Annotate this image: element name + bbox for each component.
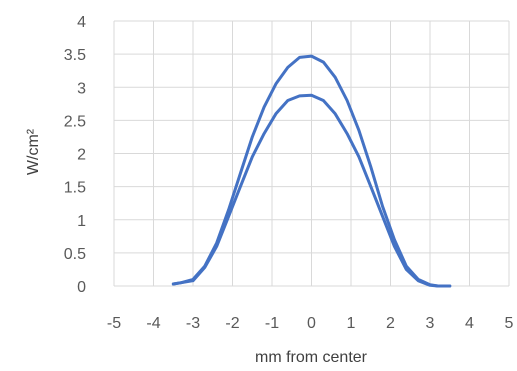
- y-tick-label: 4: [77, 14, 86, 31]
- y-tick-label: 0: [77, 279, 86, 296]
- x-tick-label: -4: [146, 315, 160, 332]
- y-tick-label: 0.5: [64, 246, 86, 263]
- x-tick-label: -5: [107, 315, 121, 332]
- y-tick-label: 1: [77, 213, 86, 230]
- y-tick-label: 2: [77, 147, 86, 164]
- grid-layer: [113, 20, 510, 287]
- x-tick-label: 3: [426, 315, 435, 332]
- x-tick-label: 1: [347, 315, 356, 332]
- y-tick-label: 3: [77, 80, 86, 97]
- y-tick-label: 2.5: [64, 113, 86, 130]
- x-tick-label: 5: [505, 315, 514, 332]
- y-axis-title: W/cm²: [25, 128, 42, 175]
- tick-label-layer: 0 0.5 1 1.5 2 2.5 3 3.5 4 -5 -4 -3 -2 -1 0 1 2 3 4 5: [64, 14, 514, 332]
- x-tick-label: 0: [307, 315, 316, 332]
- series-line-2: [171, 93, 452, 288]
- x-tick-label: 2: [386, 315, 395, 332]
- x-tick-label: -1: [265, 315, 279, 332]
- x-tick-label: 4: [465, 315, 474, 332]
- x-axis-title: mm from center: [255, 349, 368, 366]
- x-tick-label: -3: [186, 315, 200, 332]
- series-layer: [171, 54, 452, 288]
- x-tick-label: -2: [225, 315, 239, 332]
- y-tick-label: 1.5: [64, 180, 86, 197]
- y-tick-label: 3.5: [64, 47, 86, 64]
